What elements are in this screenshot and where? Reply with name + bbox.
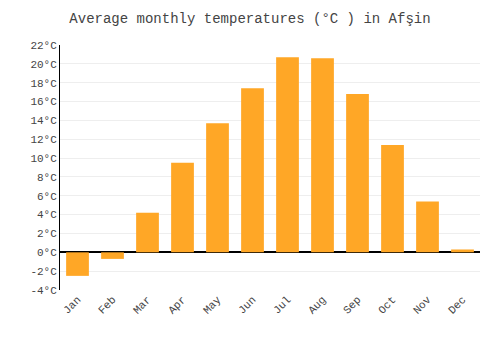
- svg-text:May: May: [201, 294, 224, 317]
- svg-text:10°C: 10°C: [30, 153, 57, 165]
- svg-text:8°C: 8°C: [37, 172, 57, 184]
- svg-text:6°C: 6°C: [37, 191, 57, 203]
- svg-text:Feb: Feb: [96, 294, 118, 316]
- svg-text:-2°C: -2°C: [30, 266, 57, 278]
- svg-text:4°C: 4°C: [37, 209, 57, 221]
- svg-text:Oct: Oct: [376, 294, 398, 316]
- svg-text:Sep: Sep: [341, 294, 363, 316]
- svg-text:Nov: Nov: [411, 294, 434, 317]
- svg-text:2°C: 2°C: [37, 228, 57, 240]
- svg-text:16°C: 16°C: [30, 96, 57, 108]
- svg-text:Average monthly temperatures (: Average monthly temperatures (°C ) in Af…: [69, 11, 430, 27]
- svg-text:14°C: 14°C: [30, 115, 57, 127]
- svg-text:12°C: 12°C: [30, 134, 57, 146]
- svg-text:Apr: Apr: [166, 294, 188, 316]
- svg-text:Mar: Mar: [131, 294, 153, 316]
- svg-text:-4°C: -4°C: [30, 285, 57, 297]
- svg-text:20°C: 20°C: [30, 59, 57, 71]
- svg-text:Jun: Jun: [236, 294, 258, 316]
- svg-text:Jan: Jan: [61, 294, 83, 316]
- svg-text:18°C: 18°C: [30, 78, 57, 90]
- svg-text:22°C: 22°C: [30, 40, 57, 52]
- svg-text:Aug: Aug: [306, 294, 328, 316]
- svg-text:Jul: Jul: [271, 294, 293, 316]
- svg-text:Dec: Dec: [446, 294, 468, 316]
- svg-text:0°C: 0°C: [37, 247, 57, 259]
